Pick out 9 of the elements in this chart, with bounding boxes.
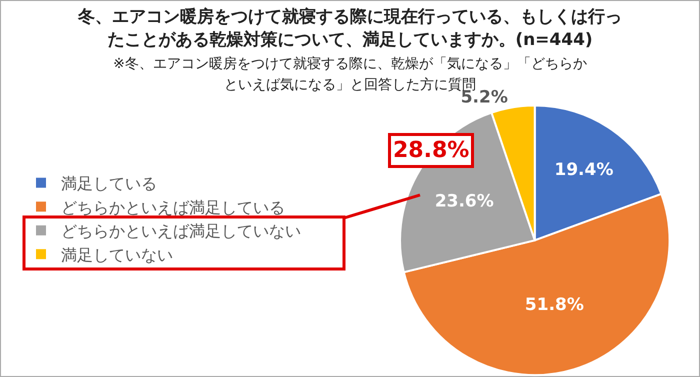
chart-title: 冬、エアコン暖房をつけて就寝する際に現在行っている、もしくは行ったことがある乾燥対策について、満足していますか。(n=444) (76, 6, 623, 52)
legend-label: 満足している (61, 174, 157, 194)
data-label: 51.8% (524, 294, 584, 315)
legend-label: どちらかといえば満足していない (61, 222, 301, 241)
legend-label: どちらかといえば満足している (61, 198, 285, 217)
legend-label: 満足していない (61, 245, 173, 264)
data-label: 23.6% (434, 192, 494, 212)
data-label: 19.4% (554, 160, 614, 180)
text: 28.8% (393, 138, 470, 163)
